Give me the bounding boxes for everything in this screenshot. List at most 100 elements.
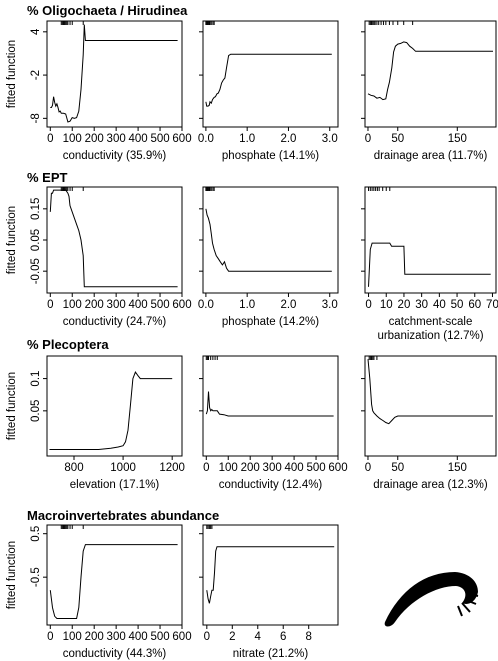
y-tick-label: 0.05 <box>30 229 42 251</box>
y-tick-label: 4 <box>30 28 42 35</box>
plot-frame <box>202 524 339 626</box>
x-tick-label: 60 <box>468 299 481 311</box>
x-axis-label: conductivity (44.3%) <box>63 648 167 660</box>
x-tick-label: 2.0 <box>280 133 296 145</box>
x-tick-label: 0.0 <box>198 133 214 145</box>
x-tick-label: 500 <box>150 299 169 311</box>
x-tick-label: 500 <box>150 631 169 643</box>
chart-panel: 0 50 150 drainage area (12.3%) <box>361 355 497 491</box>
x-tick-label: 600 <box>172 299 191 311</box>
x-tick-label: 200 <box>85 299 104 311</box>
x-axis-label: phosphate (14.1%) <box>222 150 319 162</box>
x-tick-label: 800 <box>64 462 83 474</box>
x-tick-label: 1200 <box>159 462 185 474</box>
section-title-oligochaeta: % Oligochaeta / Hirudinea <box>27 3 188 18</box>
plot-frame <box>202 186 339 294</box>
x-tick-label: 400 <box>129 133 148 145</box>
y-tick-label: -0.05 <box>30 258 42 284</box>
x-tick-label: 500 <box>306 462 325 474</box>
x-tick-label: 2 <box>229 631 235 643</box>
y-axis-label: fitted function <box>6 40 18 108</box>
chart-panel: 0 100 200 300 400 500 600 conductivity (12.4%) <box>199 355 348 491</box>
x-tick-label: 300 <box>107 299 126 311</box>
x-tick-label: 0 <box>365 299 371 311</box>
x-tick-label: 0 <box>47 631 53 643</box>
plot-frame <box>364 186 497 294</box>
x-tick-label: 3.0 <box>322 299 338 311</box>
x-tick-label: 10 <box>380 299 393 311</box>
x-tick-label: 6 <box>280 631 286 643</box>
x-axis-label: conductivity (12.4%) <box>219 479 323 491</box>
x-tick-label: 30 <box>415 299 428 311</box>
y-axis-label: fitted function <box>6 541 18 609</box>
x-tick-label: 1.0 <box>239 133 255 145</box>
x-tick-label: 300 <box>263 462 282 474</box>
y-tick-label: -2 <box>30 70 42 80</box>
y-axis-labels: fitted function fitted function fitted fun… <box>6 40 18 609</box>
x-tick-label: 0.0 <box>198 299 214 311</box>
x-tick-label: 1000 <box>110 462 136 474</box>
chart-panel: 0 100 200 300 400 500 600 -0.05 0.05 0.15 conducti… <box>30 186 192 328</box>
x-tick-label: 500 <box>150 133 169 145</box>
plot-frame <box>46 355 183 457</box>
x-tick-label: 3.0 <box>322 133 338 145</box>
x-tick-label: 40 <box>433 299 446 311</box>
x-tick-label: 600 <box>328 462 347 474</box>
plot-frame <box>46 186 183 294</box>
series-line <box>49 189 178 288</box>
series-line <box>367 41 493 101</box>
x-tick-label: 0 <box>203 462 209 474</box>
silhouette-body <box>384 572 478 627</box>
x-axis-label: conductivity (24.7%) <box>63 316 167 328</box>
x-tick-label: 8 <box>306 631 312 643</box>
series-line <box>205 53 332 107</box>
silhouette-legs <box>457 593 479 617</box>
x-tick-label: 600 <box>172 133 191 145</box>
x-tick-label: 100 <box>63 631 82 643</box>
x-tick-label: 100 <box>63 299 82 311</box>
x-tick-label: 0 <box>47 133 53 145</box>
x-tick-label: 4 <box>255 631 262 643</box>
x-axis-label: conductivity (35.9%) <box>63 150 167 162</box>
chart-panel: 800 1000 1200 0.05 0.1 elevation (17.1%) <box>30 355 185 491</box>
x-tick-label: 20 <box>398 299 411 311</box>
x-tick-label: 50 <box>391 133 404 145</box>
series-line <box>49 371 173 450</box>
x-tick-label: 0 <box>47 299 53 311</box>
plot-frame <box>46 524 183 626</box>
x-tick-label: 300 <box>107 631 126 643</box>
x-tick-label: 50 <box>391 462 404 474</box>
section-title-abundance: Macroinvertebrates abundance <box>27 508 219 523</box>
y-tick-label: 0.15 <box>30 198 42 220</box>
series-line <box>367 359 493 425</box>
y-axis-label: fitted function <box>6 206 18 274</box>
x-tick-label: 400 <box>285 462 304 474</box>
x-tick-label: 0 <box>365 462 371 474</box>
x-tick-label: 200 <box>241 462 260 474</box>
chart-panel: 0 50 150 drainage area (11.7%) <box>361 20 497 162</box>
x-tick-label: 150 <box>448 133 467 145</box>
series-line <box>205 208 332 272</box>
chart-panel: 0 10 20 30 40 50 60 70 catchment-scale urbanizati… <box>361 186 498 342</box>
x-tick-label: 200 <box>85 631 104 643</box>
x-tick-label: 1.0 <box>239 299 255 311</box>
x-axis-label: elevation (17.1%) <box>70 479 160 491</box>
x-tick-label: 100 <box>219 462 238 474</box>
series-line <box>206 546 335 604</box>
x-axis-label: drainage area (12.3%) <box>373 479 488 491</box>
x-tick-label: 100 <box>63 133 82 145</box>
chart-panel: 0 100 200 300 400 500 600 -8 -2 4 conductivity (35… <box>30 20 192 162</box>
y-tick-label: 0.1 <box>30 371 42 387</box>
section-title-plecoptera: % Plecoptera <box>27 337 109 352</box>
y-tick-label: -0.5 <box>30 567 42 587</box>
plot-frame <box>364 355 497 457</box>
plot-frame <box>202 355 339 457</box>
plot-frame <box>364 20 497 128</box>
y-axis-label: fitted function <box>6 372 18 440</box>
macroinvertebrate-silhouette-icon <box>384 572 479 627</box>
chart-panel: 0 2 4 6 8 nitrate (21.2%) <box>199 524 339 660</box>
series-line <box>205 391 334 417</box>
